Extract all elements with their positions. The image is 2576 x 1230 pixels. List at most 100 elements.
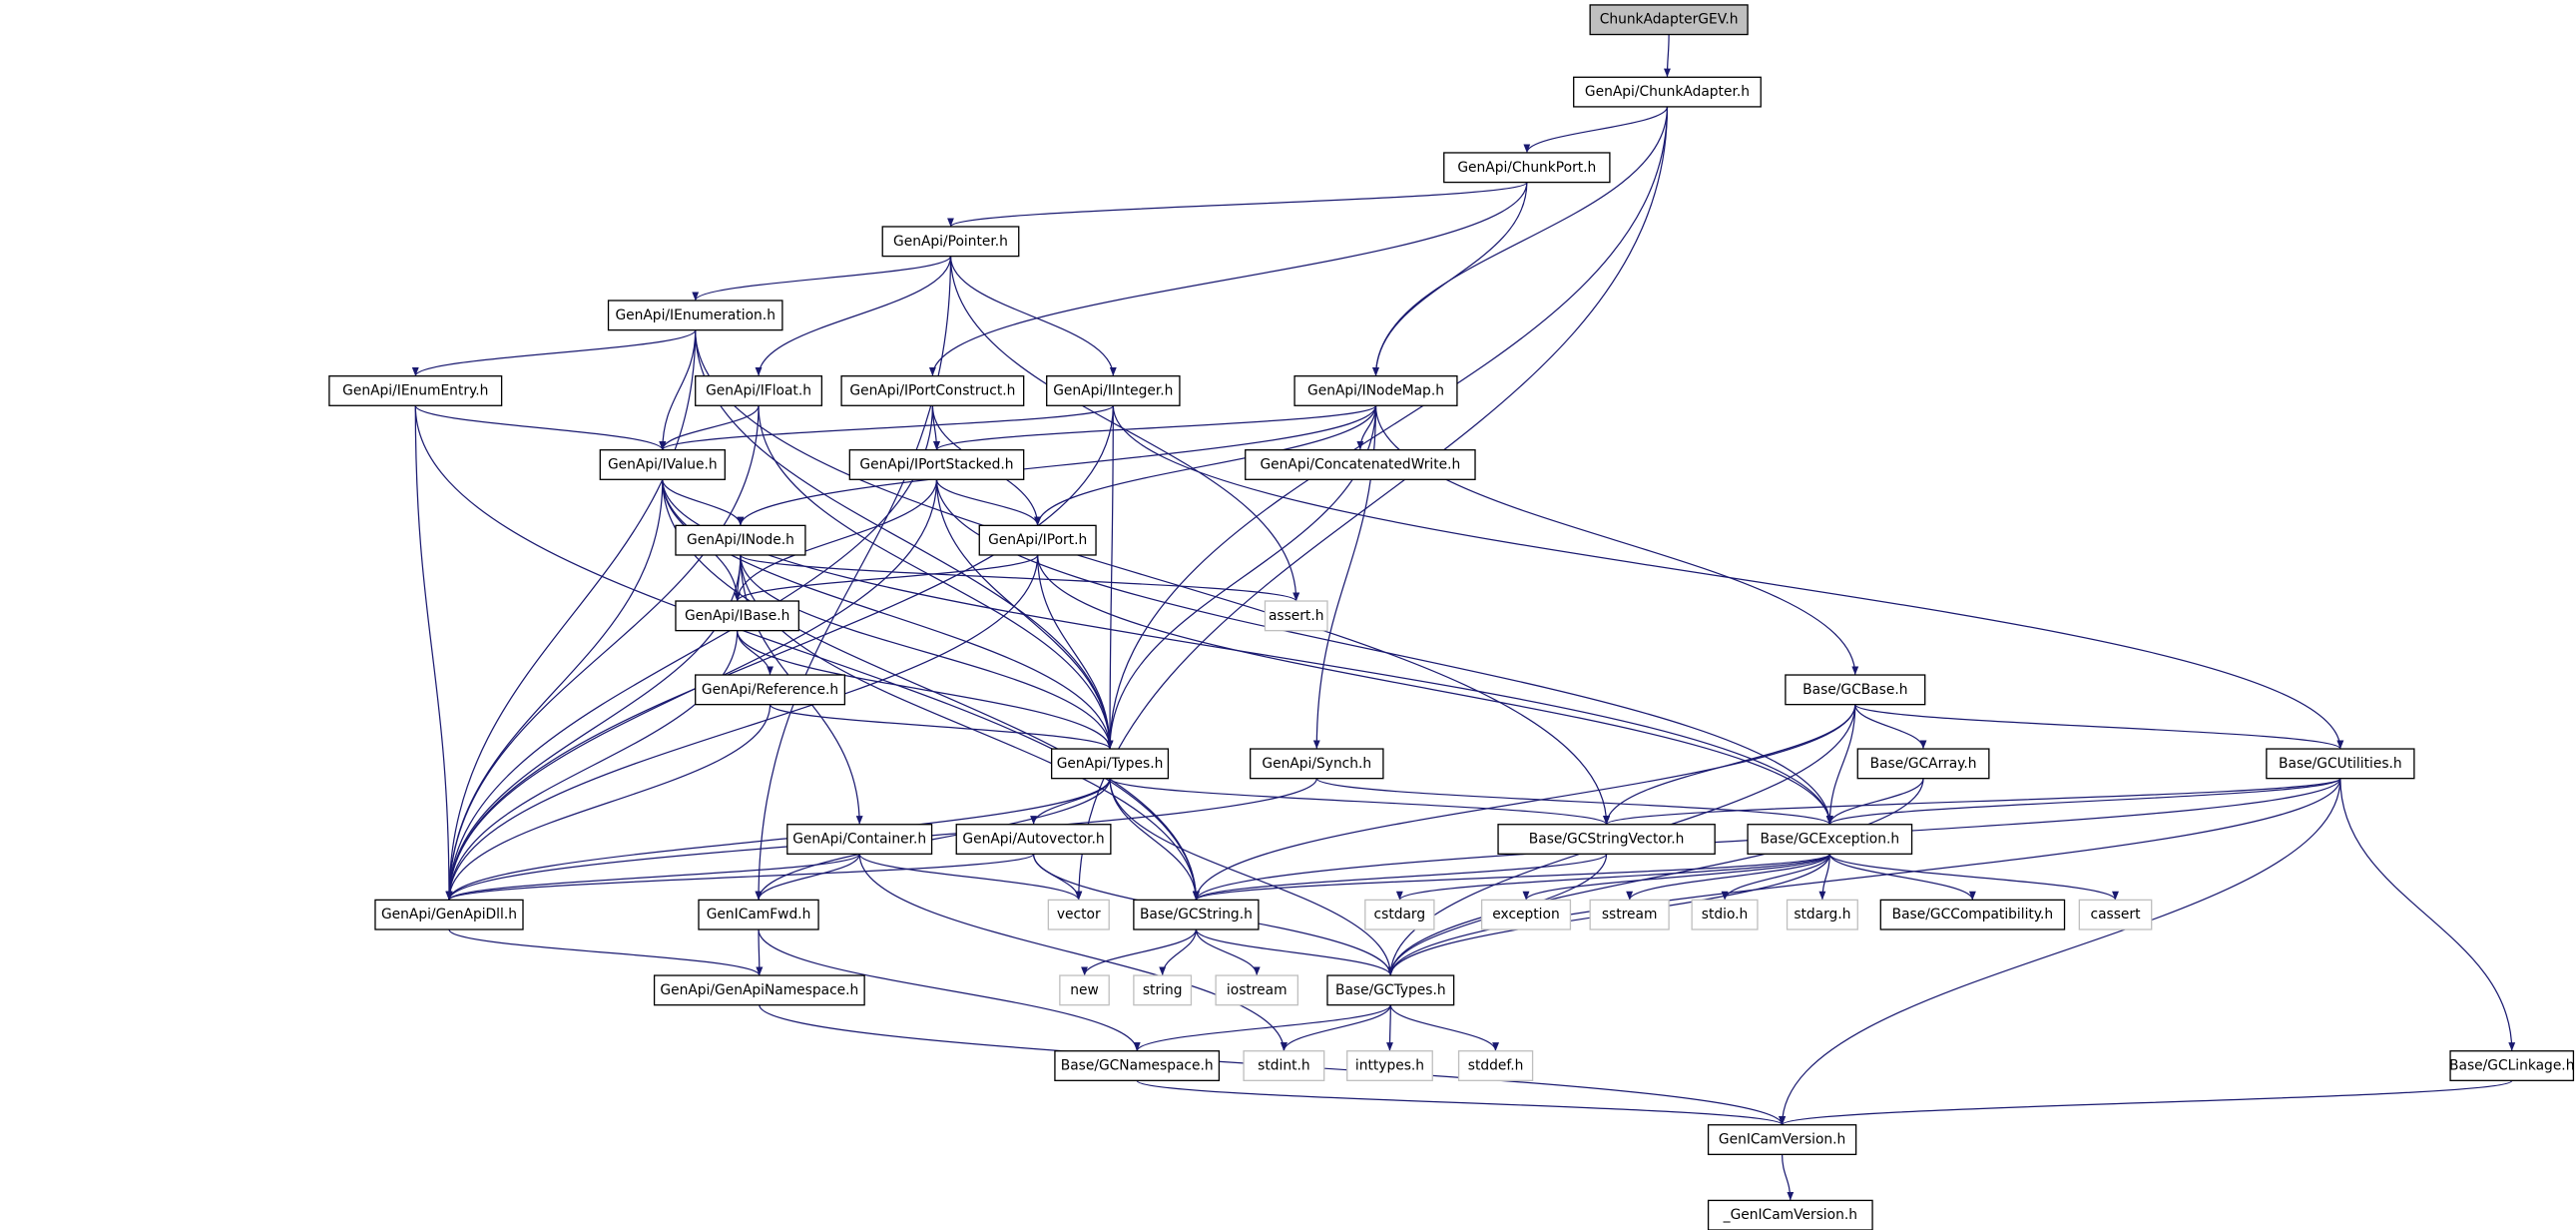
edge-gcbase-to-gcexception bbox=[1825, 704, 1856, 825]
edge-genicamfwd-to-genapinamespace bbox=[756, 928, 764, 976]
node-label: Base/GCException.h bbox=[1760, 832, 1899, 848]
edge-gcstring-to-string bbox=[1159, 928, 1198, 976]
edge-chunkport-to-iportconstruct bbox=[928, 182, 1528, 376]
node-box bbox=[1480, 899, 1572, 930]
node-synch[interactable]: GenApi/Synch.h bbox=[1250, 748, 1384, 780]
node-genapidll[interactable]: GenApi/GenApiDll.h bbox=[374, 899, 524, 930]
edge-root-to-chunkadapter bbox=[1664, 34, 1671, 78]
node-genicamversion[interactable]: GenICamVersion.h bbox=[1707, 1124, 1857, 1155]
edge-genicamversion-to-_genicamversion bbox=[1781, 1154, 1795, 1201]
node-stdio: stdio.h bbox=[1691, 899, 1759, 930]
node-types[interactable]: GenApi/Types.h bbox=[1050, 748, 1170, 780]
node-cstdarg: cstdarg bbox=[1364, 899, 1435, 930]
node-inodemap[interactable]: GenApi/INodeMap.h bbox=[1293, 375, 1458, 406]
node-ivalue[interactable]: GenApi/IValue.h bbox=[599, 449, 726, 480]
node-gcnamespace[interactable]: Base/GCNamespace.h bbox=[1054, 1050, 1221, 1081]
node-chunkadapter[interactable]: GenApi/ChunkAdapter.h bbox=[1573, 76, 1762, 108]
node-box bbox=[1707, 1199, 1873, 1230]
edge-ienumentry-to-ivalue bbox=[414, 404, 667, 451]
node-box bbox=[2078, 899, 2153, 930]
node-box bbox=[1054, 1050, 1221, 1081]
node-chunkport[interactable]: GenApi/ChunkPort.h bbox=[1443, 152, 1611, 184]
node-box bbox=[695, 674, 846, 706]
node-genicamfwd[interactable]: GenICamFwd.h bbox=[698, 899, 819, 930]
node-reference[interactable]: GenApi/Reference.h bbox=[695, 674, 846, 706]
node-label: GenApi/INodeMap.h bbox=[1307, 382, 1444, 398]
node-iportstacked[interactable]: GenApi/IPortStacked.h bbox=[848, 449, 1025, 480]
node-box bbox=[1573, 76, 1762, 108]
edge-inodemap-to-gcbase bbox=[1374, 405, 1859, 676]
node-iportconstruct[interactable]: GenApi/IPortConstruct.h bbox=[840, 375, 1025, 406]
node-box bbox=[1443, 152, 1611, 184]
node-gcstringvector[interactable]: Base/GCStringVector.h bbox=[1497, 824, 1716, 855]
node-genapinamespace[interactable]: GenApi/GenApiNamespace.h bbox=[653, 974, 865, 1006]
node-gclinkage[interactable]: Base/GCLinkage.h bbox=[2449, 1050, 2574, 1081]
node-gcutilities[interactable]: Base/GCUtilities.h bbox=[2266, 748, 2415, 780]
node-ienumeration[interactable]: GenApi/IEnumeration.h bbox=[607, 300, 783, 331]
edge-ienumeration-to-gcstringvector bbox=[695, 329, 1611, 825]
node-root: ChunkAdapterGEV.h bbox=[1589, 4, 1749, 36]
edge-gcbase-to-gcstring bbox=[1192, 704, 1856, 901]
node-iport[interactable]: GenApi/IPort.h bbox=[978, 524, 1097, 556]
node-label: Base/GCLinkage.h bbox=[2449, 1058, 2574, 1074]
node-ibase[interactable]: GenApi/IBase.h bbox=[675, 600, 799, 632]
edge-gcutilities-to-gctypes bbox=[1386, 778, 2341, 976]
node-box bbox=[1059, 974, 1110, 1006]
node-label: GenApi/GenApiDll.h bbox=[381, 907, 517, 922]
node-box bbox=[1250, 748, 1384, 780]
node-container[interactable]: GenApi/Container.h bbox=[786, 824, 933, 855]
node-label: Base/GCStringVector.h bbox=[1529, 832, 1685, 848]
node-iinteger[interactable]: GenApi/IInteger.h bbox=[1046, 375, 1181, 406]
edge-genicamfwd-to-gcnamespace bbox=[758, 928, 1141, 1051]
edge-iportstacked-to-ibase bbox=[734, 479, 938, 602]
node-box bbox=[698, 899, 819, 930]
edge-iport-to-gcexception bbox=[1037, 554, 1833, 825]
node-ienumentry[interactable]: GenApi/IEnumEntry.h bbox=[328, 375, 503, 406]
node-box bbox=[1245, 449, 1476, 480]
edge-pointer-to-ifloat bbox=[755, 256, 952, 376]
edge-ifloat-to-types bbox=[758, 405, 1114, 750]
edge-gcstring-to-gctypes bbox=[1195, 928, 1394, 976]
node-autovector[interactable]: GenApi/Autovector.h bbox=[955, 824, 1112, 855]
node-box bbox=[1293, 375, 1458, 406]
node-string: string bbox=[1133, 974, 1193, 1006]
node-assert: assert.h bbox=[1264, 600, 1328, 632]
node-label: cassert bbox=[2091, 907, 2142, 922]
node-inttypes: inttypes.h bbox=[1346, 1050, 1433, 1081]
node-underscore-genicamversion[interactable]: _GenICamVersion.h bbox=[1707, 1199, 1873, 1230]
node-exception: exception bbox=[1480, 899, 1572, 930]
node-box bbox=[599, 449, 726, 480]
node-box bbox=[675, 600, 799, 632]
node-gcbase[interactable]: Base/GCBase.h bbox=[1785, 674, 1926, 706]
edge-container-to-genapidll bbox=[445, 853, 860, 901]
edge-ivalue-to-genapidll bbox=[445, 479, 664, 901]
node-gcstring[interactable]: Base/GCString.h bbox=[1133, 899, 1260, 930]
node-label: GenApi/Container.h bbox=[792, 832, 926, 848]
node-concatenatedwrite[interactable]: GenApi/ConcatenatedWrite.h bbox=[1245, 449, 1476, 480]
node-label: GenApi/ConcatenatedWrite.h bbox=[1260, 456, 1460, 472]
node-label: GenICamFwd.h bbox=[707, 907, 811, 922]
node-box bbox=[840, 375, 1025, 406]
node-label: ChunkAdapterGEV.h bbox=[1600, 12, 1739, 28]
node-box bbox=[1243, 1050, 1325, 1081]
node-box bbox=[1785, 674, 1926, 706]
node-gctypes[interactable]: Base/GCTypes.h bbox=[1326, 974, 1455, 1006]
edge-ienumeration-to-ivalue bbox=[659, 329, 697, 450]
node-box bbox=[1707, 1124, 1857, 1155]
node-label: Base/GCString.h bbox=[1140, 907, 1253, 922]
node-ifloat[interactable]: GenApi/IFloat.h bbox=[695, 375, 823, 406]
node-box bbox=[1264, 600, 1328, 632]
edge-gcexception-to-gcstring bbox=[1193, 853, 1830, 901]
node-pointer[interactable]: GenApi/Pointer.h bbox=[881, 226, 1020, 258]
node-box bbox=[1364, 899, 1435, 930]
node-gcarray[interactable]: Base/GCArray.h bbox=[1856, 748, 1990, 780]
node-gccompatibility[interactable]: Base/GCCompatibility.h bbox=[1879, 899, 2066, 930]
node-label: stdio.h bbox=[1702, 907, 1749, 922]
node-label: exception bbox=[1492, 907, 1559, 922]
node-gcexception[interactable]: Base/GCException.h bbox=[1747, 824, 1913, 855]
node-label: stdint.h bbox=[1258, 1058, 1309, 1074]
edge-ienumentry-to-gcstring bbox=[414, 405, 1200, 901]
node-inode[interactable]: GenApi/INode.h bbox=[675, 524, 806, 556]
edge-iport-to-types bbox=[1037, 554, 1114, 750]
